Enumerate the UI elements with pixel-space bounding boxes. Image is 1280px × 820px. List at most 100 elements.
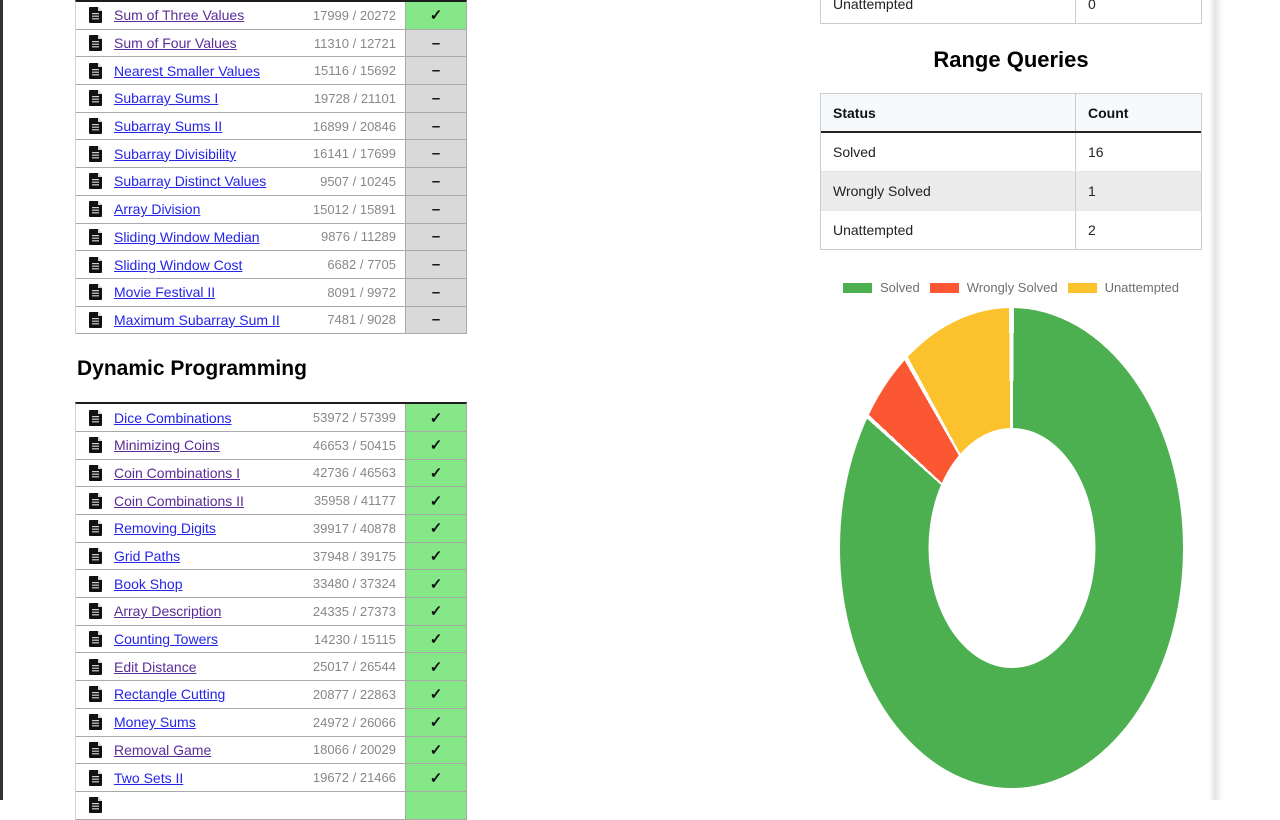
task-status-cell: ✓ [405, 487, 466, 514]
donut-hole [928, 428, 1095, 668]
task-link[interactable]: Removing Digits [114, 520, 216, 537]
task-link[interactable]: Rectangle Cutting [114, 686, 226, 703]
problem-list-column: Sum of Three Values 17999 / 20272 ✓ Sum … [75, 0, 467, 820]
task-file-icon [76, 548, 114, 565]
task-link[interactable]: Money Sums [114, 714, 196, 731]
task-solve-count: 24335 / 27373 [312, 603, 396, 619]
status-cell: Solved [833, 144, 876, 160]
task-status-cell: ✓ [405, 570, 466, 598]
task-link[interactable]: Sum of Four Values [114, 35, 237, 52]
task-link[interactable]: Dice Combinations [114, 409, 232, 426]
task-row: Subarray Sums I 19728 / 21101 – [76, 85, 466, 113]
task-file-icon [76, 228, 114, 245]
task-link[interactable]: Subarray Divisibility [114, 145, 237, 162]
task-status-cell: ✓ [405, 764, 466, 791]
task-file-icon [76, 769, 114, 786]
task-link[interactable]: Counting Towers [114, 631, 219, 648]
task-status-cell [405, 791, 466, 819]
task-solve-count: 39917 / 40878 [312, 520, 396, 536]
task-row: Subarray Sums II 16899 / 20846 – [76, 112, 466, 141]
task-row: Sum of Four Values 11310 / 12721 – [76, 29, 466, 58]
task-solve-count: 24972 / 26066 [312, 714, 396, 730]
task-file-icon [76, 201, 114, 218]
task-solve-count: 25017 / 26544 [312, 659, 396, 675]
task-row: Nearest Smaller Values 15116 / 15692 – [76, 57, 466, 86]
task-link[interactable]: Subarray Distinct Values [114, 173, 267, 190]
stats-table-row: Solved 16 [821, 133, 1201, 171]
task-status-cell: – [405, 168, 466, 195]
task-row: Subarray Divisibility 16141 / 17699 – [76, 140, 466, 169]
task-row: Removing Digits 39917 / 40878 ✓ [76, 515, 466, 543]
task-row: Book Shop 33480 / 37324 ✓ [76, 570, 466, 599]
task-file-icon [76, 603, 114, 620]
task-link[interactable]: Nearest Smaller Values [114, 62, 261, 79]
task-row: Array Division 15012 / 15891 – [76, 195, 466, 224]
task-link[interactable]: Subarray Sums II [114, 118, 223, 135]
task-file-icon [76, 256, 114, 273]
task-table: Dice Combinations 53972 / 57399 ✓ Minimi… [75, 402, 467, 820]
task-link[interactable]: Movie Festival II [114, 284, 216, 301]
task-solve-count: 6682 / 7705 [327, 257, 396, 273]
task-solve-count: 9507 / 10245 [320, 173, 396, 189]
chart-legend: Solved Wrongly Solved Unattempted [820, 280, 1202, 295]
task-status-cell: – [405, 195, 466, 223]
task-solve-count: 14230 / 15115 [313, 631, 396, 647]
task-row: Counting Towers 14230 / 15115 ✓ [76, 625, 466, 654]
status-header: Status [833, 104, 876, 121]
task-file-icon [76, 173, 114, 190]
task-link[interactable]: Sliding Window Median [114, 228, 260, 245]
section-title: Range Queries [933, 47, 1089, 72]
legend-label: Wrongly Solved [966, 280, 1058, 295]
task-link[interactable]: Two Sets II [114, 769, 184, 786]
task-link[interactable]: Removal Game [114, 741, 212, 758]
task-solve-count: 17999 / 20272 [312, 7, 396, 23]
task-row: Movie Festival II 8091 / 9972 – [76, 278, 466, 307]
task-link[interactable]: Sum of Three Values [114, 7, 245, 24]
status-cell: Wrongly Solved [833, 183, 931, 199]
task-status-cell: ✓ [405, 2, 466, 29]
task-link[interactable]: Sliding Window Cost [114, 256, 243, 273]
task-row: Rectangle Cutting 20877 / 22863 ✓ [76, 681, 466, 709]
task-link[interactable]: Minimizing Coins [114, 437, 220, 454]
task-link[interactable]: Edit Distance [114, 658, 197, 675]
task-row: Maximum Subarray Sum II 7481 / 9028 – [76, 306, 466, 335]
task-file-icon [76, 520, 114, 537]
legend-item: Solved [843, 280, 920, 295]
task-row: Grid Paths 37948 / 39175 ✓ [76, 542, 466, 571]
task-link[interactable]: Coin Combinations II [114, 492, 244, 509]
status-cell: Unattempted [833, 0, 914, 12]
task-file-icon [76, 686, 114, 703]
task-solve-count: 15116 / 15692 [313, 63, 396, 79]
task-status-cell: – [405, 278, 466, 306]
task-file-icon [76, 437, 114, 454]
task-file-icon [76, 409, 114, 426]
count-cell: 2 [1075, 211, 1201, 249]
task-status-cell: – [405, 57, 466, 85]
task-link[interactable]: Book Shop [114, 575, 183, 592]
donut-chart[interactable] [840, 308, 1183, 788]
task-file-icon [76, 311, 114, 328]
task-solve-count: 20877 / 22863 [312, 686, 396, 702]
task-link[interactable]: Subarray Sums I [114, 90, 219, 107]
previous-stats-table-last-row: Unattempted 0 [820, 0, 1202, 24]
task-link[interactable]: Array Description [114, 603, 222, 620]
task-link[interactable]: Maximum Subarray Sum II [114, 311, 280, 328]
task-solve-count: 19728 / 21101 [313, 90, 396, 106]
task-status-cell: – [405, 85, 466, 112]
legend-item: Wrongly Solved [929, 280, 1058, 295]
task-link[interactable]: Grid Paths [114, 548, 181, 565]
right-edge-shadow [1209, 0, 1224, 800]
task-link[interactable]: Coin Combinations I [114, 464, 241, 481]
task-file-icon [76, 631, 114, 648]
task-status-cell: – [405, 251, 466, 278]
task-status-cell: ✓ [405, 736, 466, 764]
task-row: Dice Combinations 53972 / 57399 ✓ [76, 404, 466, 432]
task-row [76, 791, 466, 820]
task-solve-count: 46653 / 50415 [312, 437, 396, 453]
task-link[interactable]: Array Division [114, 201, 201, 218]
window-left-edge [0, 0, 3, 800]
task-solve-count: 53972 / 57399 [312, 410, 396, 426]
task-row: Subarray Distinct Values 9507 / 10245 – [76, 168, 466, 196]
task-file-icon [76, 284, 114, 301]
task-file-icon [76, 62, 114, 79]
